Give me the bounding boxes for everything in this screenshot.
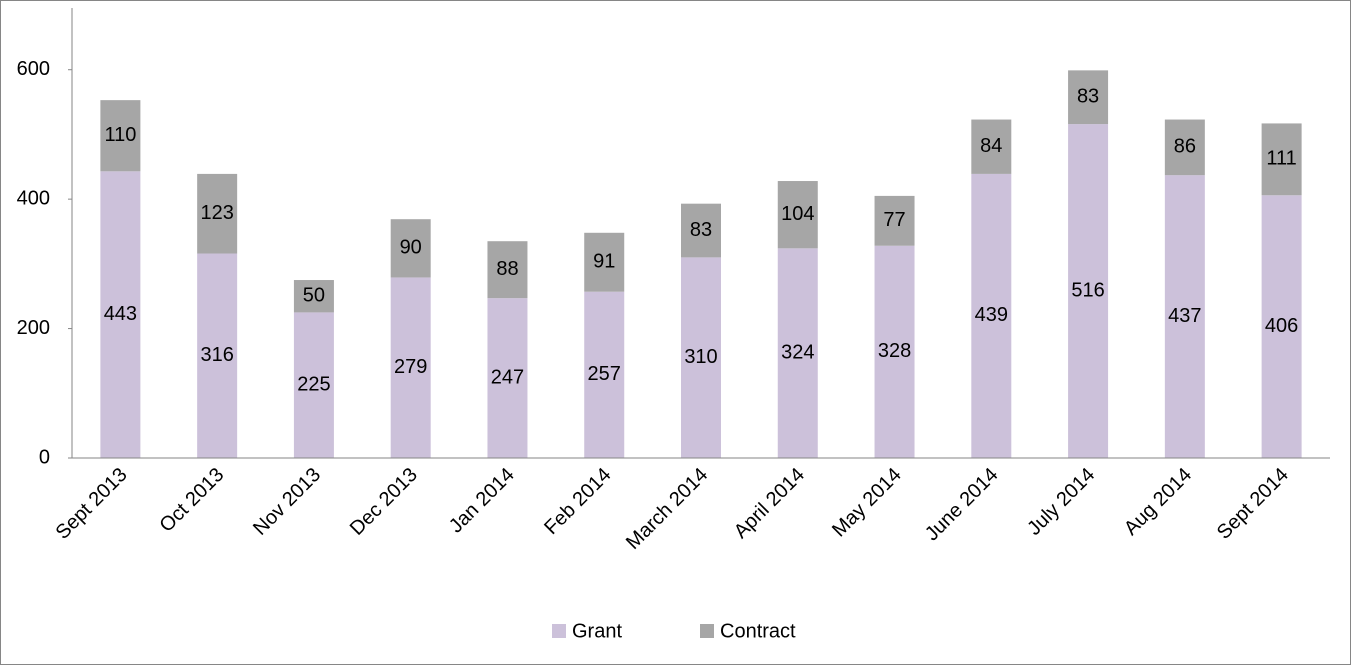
legend-label: Grant [572,620,622,642]
y-tick-label: 400 [17,187,50,209]
bar-segment [487,241,528,299]
bar-segment [197,173,238,254]
y-tick-label: 0 [39,446,50,468]
data-label: 83 [1077,85,1099,107]
data-label: 516 [1071,279,1104,301]
legend-swatch [552,624,566,638]
data-label: 88 [496,258,518,280]
bar-segment [100,100,141,172]
data-label: 406 [1265,315,1298,337]
bar-segment [584,232,625,292]
data-label: 247 [491,366,524,388]
bar-segment [874,195,915,246]
bar-segment [777,248,818,458]
bar-segment [681,203,721,258]
data-label: 316 [200,344,233,366]
data-label: 50 [303,284,325,306]
bar-segment [681,257,721,458]
bar-segment [293,312,334,458]
bar-segment [100,171,141,458]
data-label: 257 [588,363,621,385]
bar-segment [874,245,915,458]
legend-swatch [700,624,714,638]
data-label: 110 [104,124,136,146]
bar-segment [1068,124,1109,459]
data-label: 86 [1174,136,1196,158]
data-label: 83 [690,219,712,241]
data-label: 84 [980,135,1002,157]
data-label: 443 [104,303,137,325]
data-label: 123 [200,202,233,224]
bar-segment [390,277,431,458]
data-label: 104 [781,203,814,225]
y-tick-label: 600 [17,58,50,80]
data-label: 111 [1266,148,1296,170]
data-label: 90 [400,237,422,259]
data-label: 77 [883,209,905,231]
bar-segment [971,119,1012,174]
bar-segment [293,280,334,313]
y-tick-label: 200 [17,317,50,339]
bar-segment [487,298,528,458]
bar-segment [197,253,238,458]
data-label: 91 [593,251,615,273]
bar-segment [390,219,431,278]
bar-segment [1164,119,1205,176]
legend-label: Contract [720,620,796,642]
bar-segment [971,173,1012,458]
bar-segment [1068,70,1109,125]
bar-segment [584,291,625,458]
data-label: 439 [975,304,1008,326]
data-label: 328 [878,340,911,362]
data-label: 225 [297,373,330,395]
data-label: 437 [1168,305,1201,327]
bar-segment [1261,195,1302,458]
bar-segment [1164,175,1205,458]
data-label: 279 [394,356,427,378]
data-label: 310 [684,346,717,368]
data-label: 324 [781,341,814,363]
bar-segment [777,181,818,249]
bar-segment [1261,123,1302,196]
